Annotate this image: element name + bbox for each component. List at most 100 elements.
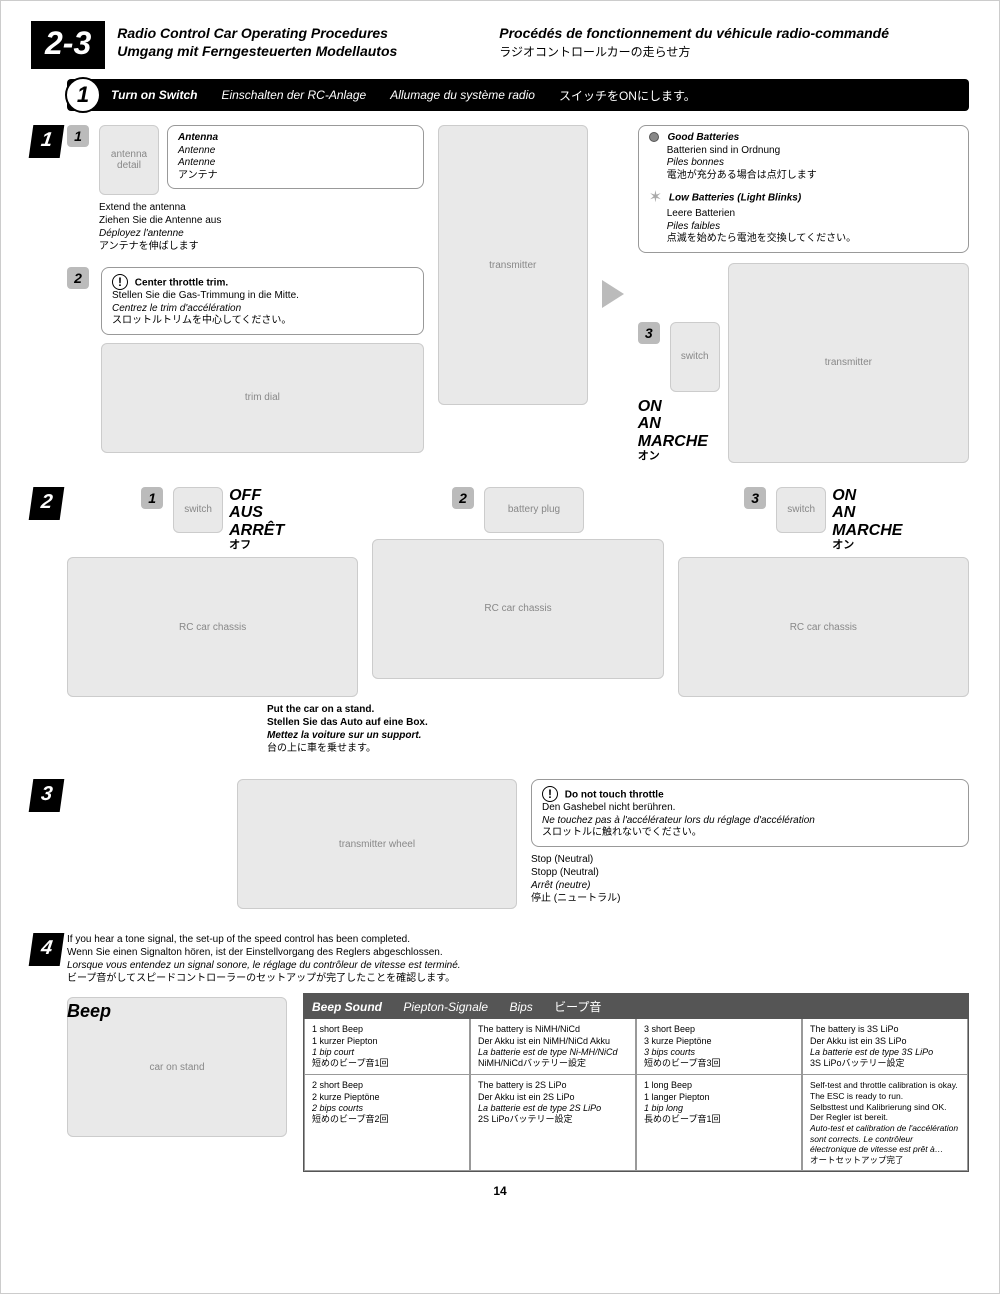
switch-illus: switch bbox=[670, 322, 720, 392]
c6l3: 1 bip long bbox=[644, 1103, 794, 1114]
antenna-illus: antenna detail bbox=[99, 125, 159, 195]
st-jp: 台の上に車を乗せます。 bbox=[267, 742, 969, 755]
on2-de: AN bbox=[832, 504, 902, 522]
stop-fr: Arrêt (neutre) bbox=[531, 879, 969, 892]
beep-table: Beep Sound Piepton-Signale Bips ビープ音 1 s… bbox=[303, 993, 969, 1172]
off-en: OFF bbox=[229, 487, 284, 505]
table-cell: Self-test and throttle calibration is ok… bbox=[802, 1075, 968, 1171]
c7l4: オートセットアップ完了 bbox=[810, 1155, 960, 1166]
cen-en: Center throttle trim. bbox=[135, 278, 228, 289]
plug-illus: battery plug bbox=[484, 487, 584, 533]
table-cell: The battery is 3S LiPo Der Akku ist ein … bbox=[802, 1019, 968, 1075]
chip-3: 3 bbox=[638, 322, 660, 344]
beep-label: Beep bbox=[67, 1001, 111, 1022]
bh-en: Beep Sound bbox=[312, 1000, 382, 1014]
st-de: Stellen Sie das Auto auf eine Box. bbox=[267, 717, 428, 728]
on2-en: ON bbox=[832, 487, 902, 505]
c6l1: 1 long Beep bbox=[644, 1080, 794, 1091]
tone-en: If you hear a tone signal, the set-up of… bbox=[67, 933, 969, 946]
switch-on-illus: switch bbox=[776, 487, 826, 533]
title-jp: ラジオコントロールカーの走らせ方 bbox=[499, 43, 969, 60]
arrow-icon bbox=[602, 280, 624, 308]
stop-en: Stop (Neutral) bbox=[531, 853, 969, 866]
led-blink-icon: ✶ bbox=[649, 189, 662, 206]
ext-jp: アンテナを伸ばします bbox=[99, 240, 424, 253]
tone-note: If you hear a tone signal, the set-up of… bbox=[67, 933, 969, 985]
bh-jp: ビープ音 bbox=[554, 1000, 601, 1014]
page: 2-3 Radio Control Car Operating Procedur… bbox=[0, 0, 1000, 1294]
c1l2: Der Akku ist ein NiMH/NiCd Akku bbox=[478, 1036, 628, 1047]
st-fr: Mettez la voiture sur un support. bbox=[267, 730, 421, 741]
on-label-1: ON AN MARCHE オン bbox=[638, 398, 708, 463]
ant-fr: Antenne bbox=[178, 157, 413, 170]
dnt-fr: Ne touchez pas à l'accélérateur lors du … bbox=[542, 815, 815, 826]
c3l2: Der Akku ist ein 3S LiPo bbox=[810, 1036, 960, 1047]
on1-de: AN bbox=[638, 415, 708, 433]
table-cell: 1 short Beep 1 kurzer Piepton 1 bip cour… bbox=[304, 1019, 470, 1075]
c2l1: 3 short Beep bbox=[644, 1024, 794, 1035]
step-tag-1: 1 bbox=[29, 125, 65, 158]
warning-icon: ! bbox=[112, 274, 128, 290]
c5l2: Der Akku ist ein 2S LiPo bbox=[478, 1092, 628, 1103]
step-4: 4 If you hear a tone signal, the set-up … bbox=[67, 933, 969, 1172]
substep-fr: Allumage du système radio bbox=[390, 88, 535, 102]
substep-de: Einschalten der RC-Anlage bbox=[221, 88, 366, 102]
stop-de: Stopp (Neutral) bbox=[531, 866, 969, 879]
battery-callout: Good Batteries Batterien sind in Ordnung… bbox=[638, 125, 969, 253]
substep-number: 1 bbox=[65, 77, 101, 113]
step-2: 2 1 switch OFF AUS ARRÊT オフ RC car chass… bbox=[67, 487, 969, 756]
substep-en: Turn on Switch bbox=[111, 88, 197, 102]
section-number: 2-3 bbox=[31, 21, 105, 69]
trim-illus: trim dial bbox=[101, 343, 424, 453]
tone-jp: ビープ音がしてスピードコントローラーのセットアップが完了したことを確認します。 bbox=[67, 972, 969, 985]
c5l4: 2S LiPoバッテリー設定 bbox=[478, 1114, 628, 1125]
c4l1: 2 short Beep bbox=[312, 1080, 462, 1091]
table-cell: 3 short Beep 3 kurze Pieptöne 3 bips cou… bbox=[636, 1019, 802, 1075]
beep-table-head: Beep Sound Piepton-Signale Bips ビープ音 bbox=[304, 994, 968, 1019]
lb-jp: 点滅を始めたら電池を交換してください。 bbox=[667, 233, 958, 246]
on-label-2: ON AN MARCHE オン bbox=[832, 487, 902, 552]
c7l1: Self-test and throttle calibration is ok… bbox=[810, 1080, 960, 1101]
bh-de: Piepton-Signale bbox=[403, 1000, 488, 1014]
section-titles: Radio Control Car Operating Procedures P… bbox=[117, 21, 969, 60]
lb-en: Low Batteries (Light Blinks) bbox=[669, 193, 801, 204]
off-fr: ARRÊT bbox=[229, 522, 284, 540]
step-3: 3 transmitter wheel ! Do not touch throt… bbox=[67, 779, 969, 909]
c1l1: The battery is NiMH/NiCd bbox=[478, 1024, 628, 1035]
substep-jp: スイッチをONにします。 bbox=[559, 87, 696, 104]
on2-jp: オン bbox=[832, 539, 902, 551]
step-tag-2: 2 bbox=[29, 487, 65, 520]
page-number: 14 bbox=[31, 1184, 969, 1198]
stop-note: Stop (Neutral) Stopp (Neutral) Arrêt (ne… bbox=[531, 853, 969, 905]
car-illus-1: RC car chassis bbox=[67, 557, 358, 697]
c3l4: 3S LiPoバッテリー設定 bbox=[810, 1058, 960, 1069]
tone-de: Wenn Sie einen Signalton hören, ist der … bbox=[67, 946, 969, 959]
title-en: Radio Control Car Operating Procedures bbox=[117, 25, 477, 41]
chip-1: 1 bbox=[67, 125, 89, 147]
dnt-en: Do not touch throttle bbox=[565, 790, 664, 801]
cen-fr: Centrez le trim d'accélération bbox=[112, 303, 241, 314]
on1-en: ON bbox=[638, 398, 708, 416]
table-cell: The battery is NiMH/NiCd Der Akku ist ei… bbox=[470, 1019, 636, 1075]
step-1: 1 1 antenna detail Antenna Antenne Anten… bbox=[67, 125, 969, 463]
section-header: 2-3 Radio Control Car Operating Procedur… bbox=[31, 21, 969, 69]
title-de: Umgang mit Ferngesteuerten Modellautos bbox=[117, 43, 477, 60]
bh-fr: Bips bbox=[509, 1000, 532, 1014]
antenna-callout: Antenna Antenne Antenne アンテナ bbox=[167, 125, 424, 189]
ext-fr: Déployez l'antenne bbox=[99, 227, 424, 240]
c6l4: 長めのビープ音1回 bbox=[644, 1114, 794, 1125]
c0l4: 短めのビープ音1回 bbox=[312, 1058, 462, 1069]
st-en: Put the car on a stand. bbox=[267, 704, 374, 715]
s2-chip-3: 3 bbox=[744, 487, 766, 509]
table-cell: 2 short Beep 2 kurze Pieptöne 2 bips cou… bbox=[304, 1075, 470, 1171]
c3l3: La batterie est de type 3S LiPo bbox=[810, 1047, 960, 1058]
tone-fr: Lorsque vous entendez un signal sonore, … bbox=[67, 959, 969, 972]
dnt-de: Den Gashebel nicht berühren. bbox=[542, 802, 675, 813]
c5l1: The battery is 2S LiPo bbox=[478, 1080, 628, 1091]
ant-en: Antenna bbox=[178, 132, 218, 143]
c3l1: The battery is 3S LiPo bbox=[810, 1024, 960, 1035]
throttle-illus: transmitter wheel bbox=[237, 779, 517, 909]
gb-jp: 電池が充分ある場合は点灯します bbox=[667, 170, 958, 183]
off-label: OFF AUS ARRÊT オフ bbox=[229, 487, 284, 552]
switch-off-illus: switch bbox=[173, 487, 223, 533]
